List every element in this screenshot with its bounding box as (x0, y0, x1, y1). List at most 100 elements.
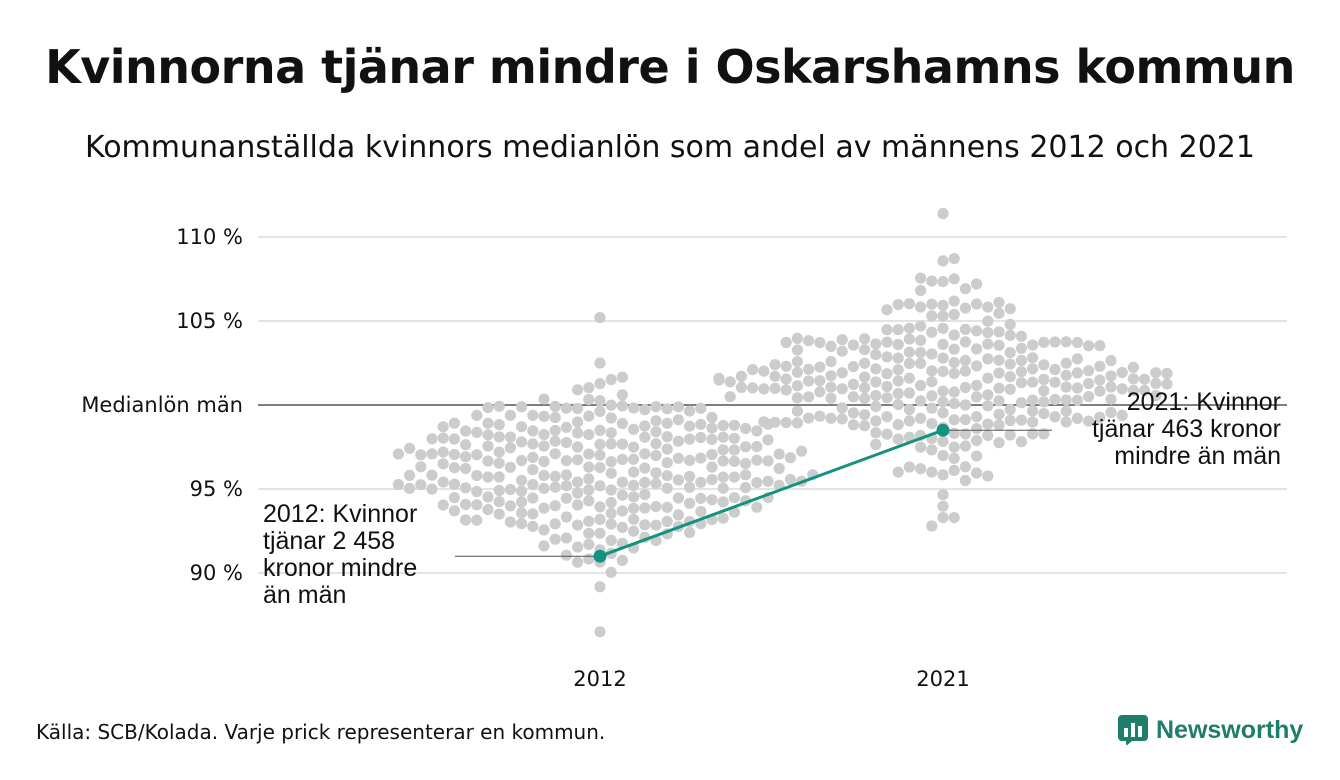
dot-2012 (437, 421, 449, 433)
dot-2012 (504, 461, 516, 473)
dot-2012 (538, 440, 550, 452)
dot-2021 (1027, 394, 1039, 406)
dot-2012 (605, 374, 617, 386)
dot-2012 (516, 421, 528, 433)
dot-2012 (695, 452, 707, 464)
dot-2021 (724, 391, 736, 403)
dot-2021 (903, 372, 916, 384)
dot-2021 (937, 450, 949, 462)
dot-2021 (982, 301, 994, 313)
dot-2021 (803, 335, 815, 347)
dot-2012 (628, 525, 640, 537)
dot-2012 (650, 519, 662, 531)
dot-2012 (471, 485, 483, 498)
dot-2012 (717, 471, 729, 483)
dot-2012 (437, 499, 449, 511)
dot-2021 (1150, 367, 1162, 379)
dot-2012 (538, 482, 550, 494)
dot-2012 (560, 421, 573, 433)
dot-2012 (650, 401, 662, 413)
dot-2012 (751, 501, 763, 513)
dot-2021 (847, 361, 860, 373)
dot-2021 (1060, 405, 1072, 417)
dot-2012 (538, 540, 550, 552)
dot-2012 (639, 502, 651, 514)
dot-2012 (661, 470, 673, 482)
dot-2012 (616, 389, 629, 401)
dot-2012 (572, 499, 584, 511)
dot-2021 (847, 391, 860, 403)
dot-2021 (1027, 416, 1039, 428)
dot-2021 (937, 207, 949, 220)
dot-2021 (937, 276, 949, 288)
dot-2012 (594, 626, 606, 638)
dot-2012 (482, 429, 494, 441)
dot-2021 (870, 427, 882, 439)
dot-2021 (870, 376, 882, 388)
dot-2021 (1027, 363, 1039, 375)
dot-2021 (892, 338, 904, 351)
dot-2012 (594, 312, 606, 324)
dot-2021 (903, 322, 916, 334)
dot-2012 (527, 464, 539, 476)
dot-2021 (959, 302, 972, 314)
dot-2021 (1060, 369, 1072, 381)
dot-2021 (892, 419, 904, 431)
dot-2012 (616, 371, 629, 383)
dot-2012 (572, 441, 584, 453)
dot-2021 (926, 466, 938, 478)
dot-2021 (1116, 366, 1128, 379)
dot-2012 (549, 518, 561, 530)
dot-2021 (915, 441, 927, 453)
dot-2021 (1071, 353, 1083, 365)
dot-2021 (769, 359, 781, 371)
dot-2012 (762, 455, 774, 467)
dot-2012 (672, 435, 685, 447)
dot-2021 (948, 253, 960, 265)
dot-2012 (504, 516, 516, 528)
highlight-point-2012 (593, 549, 607, 563)
dot-2012 (482, 402, 494, 414)
dot-2021 (735, 381, 748, 393)
dot-2021 (948, 329, 960, 341)
dot-2012 (549, 435, 561, 447)
dot-2012 (538, 393, 550, 405)
dot-2021 (993, 437, 1005, 449)
dot-2021 (870, 400, 882, 412)
dot-2021 (959, 283, 972, 295)
dot-2021 (903, 357, 916, 370)
dot-2021 (1105, 355, 1117, 367)
dot-2012 (728, 471, 741, 483)
dot-2012 (616, 554, 629, 567)
dot-2021 (948, 367, 960, 380)
dot-2021 (993, 367, 1005, 379)
dot-2021 (1094, 360, 1106, 372)
dot-2021 (791, 332, 804, 344)
dot-2012 (706, 411, 718, 424)
dot-2021 (1127, 361, 1139, 373)
newsworthy-logo-icon (1118, 715, 1148, 745)
dot-2012 (583, 515, 595, 527)
dot-2021 (859, 333, 871, 345)
dot-2021 (1004, 347, 1016, 359)
dot-2021 (948, 441, 960, 453)
annotation-2012-line: tjänar 2 458 (263, 527, 395, 555)
dot-2012 (493, 471, 505, 483)
dot-2021 (959, 474, 972, 487)
dot-2012 (426, 433, 438, 445)
annotation-2021-line: tjänar 463 kronor (1092, 415, 1281, 443)
dot-2021 (892, 299, 904, 311)
dot-2012 (740, 422, 752, 435)
dot-2012 (605, 467, 617, 479)
dot-2021 (971, 423, 983, 435)
dot-2012 (628, 479, 640, 491)
dot-2021 (870, 338, 882, 350)
dot-2021 (791, 356, 804, 368)
dot-2021 (1127, 384, 1139, 396)
dot-2012 (460, 482, 472, 494)
dot-2012 (493, 496, 505, 508)
dot-2012 (460, 439, 472, 451)
dot-2012 (560, 469, 573, 481)
dot-2021 (926, 376, 938, 388)
dot-2012 (549, 424, 561, 437)
